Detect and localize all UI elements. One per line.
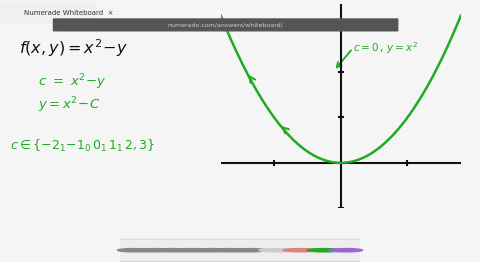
FancyBboxPatch shape bbox=[118, 239, 362, 261]
Circle shape bbox=[233, 249, 266, 252]
Circle shape bbox=[156, 249, 190, 252]
Text: numerade.com/answers/whiteboard/: numerade.com/answers/whiteboard/ bbox=[168, 22, 284, 28]
Circle shape bbox=[283, 249, 317, 252]
FancyBboxPatch shape bbox=[0, 2, 96, 24]
Circle shape bbox=[137, 249, 170, 252]
Text: $y = x^2\!-\! C$: $y = x^2\!-\! C$ bbox=[38, 95, 101, 115]
Circle shape bbox=[214, 249, 247, 252]
Circle shape bbox=[118, 249, 151, 252]
Text: $f(x,y) = x^2\!-\!y$: $f(x,y) = x^2\!-\!y$ bbox=[19, 37, 128, 59]
Circle shape bbox=[307, 249, 341, 252]
Circle shape bbox=[194, 249, 228, 252]
Circle shape bbox=[259, 249, 293, 252]
FancyBboxPatch shape bbox=[53, 18, 398, 31]
Circle shape bbox=[329, 249, 362, 252]
Text: $c \in \{-2_1\!-\!1_0\, 0_1\, 1_1\, 2,3\}$: $c \in \{-2_1\!-\!1_0\, 0_1\, 1_1\, 2,3\… bbox=[10, 138, 155, 154]
Text: $c \ = \ x^2\!-\!y$: $c \ = \ x^2\!-\!y$ bbox=[38, 73, 107, 92]
Text: $c=0\,,\,y=x^2$: $c=0\,,\,y=x^2$ bbox=[353, 40, 418, 56]
Text: Numerade Whiteboard  ×: Numerade Whiteboard × bbox=[24, 10, 113, 16]
Circle shape bbox=[175, 249, 209, 252]
